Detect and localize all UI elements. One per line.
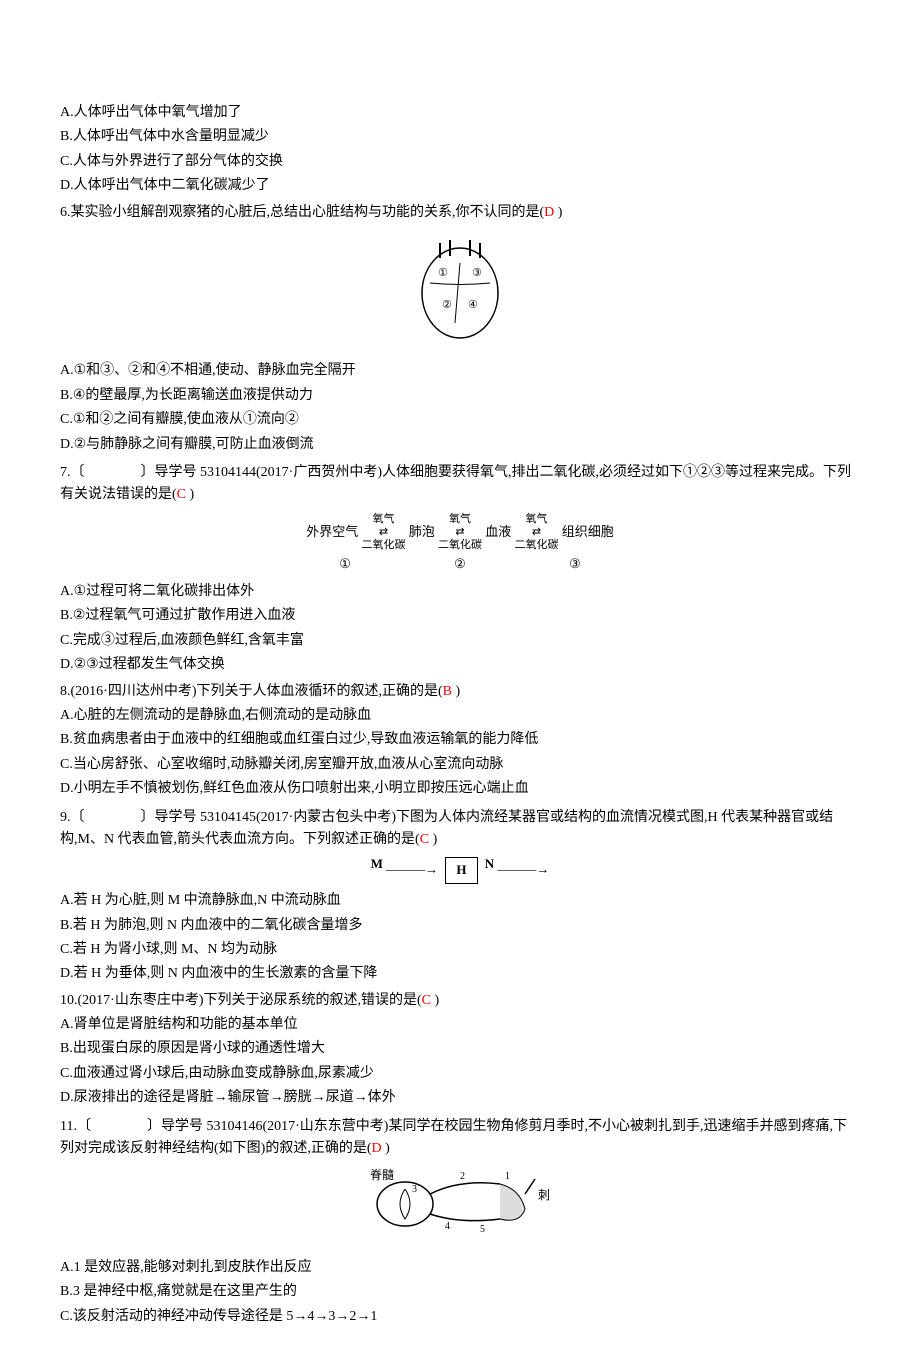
svg-text:③: ③ [472, 267, 482, 279]
bracket-icon: 〔 〕 [77, 1117, 161, 1133]
q7-option-b: B.②过程氧气可通过扩散作用进入血液 [60, 605, 860, 627]
heart-diagram: ① ③ ② ④ [60, 228, 860, 356]
q9-prefix: 9. [60, 810, 71, 825]
q11-answer: D [372, 1141, 382, 1156]
svg-text:①: ① [438, 267, 448, 279]
q10-end: ) [431, 993, 439, 1008]
q5-option-d: D.人体呼出气体中二氧化碳减少了 [60, 175, 860, 197]
svg-text:3: 3 [412, 1184, 417, 1195]
flow-arrow3: 氧气⇄二氧化碳 [515, 513, 559, 553]
svg-text:4: 4 [445, 1221, 450, 1232]
q7-prefix: 7. [60, 465, 71, 480]
q9-option-d: D.若 H 为垂体,则 N 内血液中的生长激素的含量下降 [60, 963, 860, 985]
flow-arrow1: 氧气⇄二氧化碳 [361, 513, 405, 553]
spinal-label: 脊髓 [370, 1168, 394, 1182]
q10-option-b: B.出现蛋白尿的原因是肾小球的通透性增大 [60, 1038, 860, 1060]
q8-text: 8.(2016·四川达州中考)下列关于人体血液循环的叙述,正确的是( [60, 684, 443, 699]
q5-option-a: A.人体呼出气体中氧气增加了 [60, 102, 860, 124]
q9-m: M [371, 856, 383, 871]
q7-end: ) [186, 487, 194, 502]
q11-option-a: A.1 是效应器,能够对刺扎到皮肤作出反应 [60, 1257, 860, 1279]
q9-n: N [485, 856, 494, 871]
flow-l1: ① [339, 554, 351, 575]
flow-arrow2: 氧气⇄二氧化碳 [438, 513, 482, 553]
q7-answer: C [177, 487, 186, 502]
q9-diagram: M ———→ H N ———→ [60, 857, 860, 884]
q9-end: ) [429, 832, 437, 847]
flow-n2: 肺泡 [409, 523, 435, 538]
arrow-icon: ———→ [386, 862, 438, 877]
arrow-icon: ———→ [497, 862, 549, 877]
q7-stem: 7.〔 〕导学号 53104144(2017·广西贺州中考)人体细胞要获得氧气,… [60, 460, 860, 507]
q9-option-c: C.若 H 为肾小球,则 M、N 均为动脉 [60, 939, 860, 961]
q9-answer: C [420, 832, 429, 847]
q8-end: ) [452, 684, 460, 699]
q8-stem: 8.(2016·四川达州中考)下列关于人体血液循环的叙述,正确的是(B ) [60, 681, 860, 703]
q5-option-c: C.人体与外界进行了部分气体的交换 [60, 151, 860, 173]
q6-answer: D [544, 205, 554, 220]
q10-option-c: C.血液通过肾小球后,由动脉血变成静脉血,尿素减少 [60, 1063, 860, 1085]
q11-option-b: B.3 是神经中枢,痛觉就是在这里产生的 [60, 1281, 860, 1303]
q11-end: ) [382, 1141, 390, 1156]
svg-text:5: 5 [480, 1224, 485, 1235]
q10-text: 10.(2017·山东枣庄中考)下列关于泌尿系统的叙述,错误的是( [60, 993, 422, 1008]
q11-prefix: 11. [60, 1119, 77, 1134]
q5-option-b: B.人体呼出气体中水含量明显减少 [60, 126, 860, 148]
q8-answer: B [443, 684, 452, 699]
svg-text:②: ② [442, 299, 452, 311]
q9-stem: 9.〔 〕导学号 53104145(2017·内蒙古包头中考)下图为人体内流经某… [60, 805, 860, 852]
flow-l3: ③ [569, 554, 581, 575]
q8-option-b: B.贫血病患者由于血液中的红细胞或血红蛋白过少,导致血液运输氧的能力降低 [60, 729, 860, 751]
svg-text:1: 1 [505, 1171, 510, 1182]
q6-option-c: C.①和②之间有瓣膜,使血液从①流向② [60, 409, 860, 431]
q6-option-a: A.①和③、②和④不相通,使动、静脉血完全隔开 [60, 360, 860, 382]
flow-n4: 组织细胞 [562, 523, 614, 538]
q6-option-d: D.②与肺静脉之间有瓣膜,可防止血液倒流 [60, 434, 860, 456]
q11-stem: 11.〔 〕导学号 53104146(2017·山东东营中考)某同学在校园生物角… [60, 1114, 860, 1161]
flow-n1: 外界空气 [306, 523, 358, 538]
q8-option-c: C.当心房舒张、心室收缩时,动脉瓣关闭,房室瓣开放,血液从心室流向动脉 [60, 754, 860, 776]
q10-option-a: A.肾单位是肾脏结构和功能的基本单位 [60, 1014, 860, 1036]
flow-labels: ① ② ③ [60, 554, 860, 575]
svg-text:④: ④ [468, 299, 478, 311]
q7-option-d: D.②③过程都发生气体交换 [60, 654, 860, 676]
svg-text:2: 2 [460, 1171, 465, 1182]
q7-flow-diagram: 外界空气 氧气⇄二氧化碳 肺泡 氧气⇄二氧化碳 血液 氧气⇄二氧化碳 组织细胞 … [60, 513, 860, 575]
flow-l2: ② [454, 554, 466, 575]
q6-stem: 6.某实验小组解剖观察猪的心脏后,总结出心脏结构与功能的关系,你不认同的是(D … [60, 202, 860, 224]
q10-stem: 10.(2017·山东枣庄中考)下列关于泌尿系统的叙述,错误的是(C ) [60, 990, 860, 1012]
q10-option-d: D.尿液排出的途径是肾脏→输尿管→膀胱→尿道→体外 [60, 1087, 860, 1109]
q10-answer: C [422, 993, 431, 1008]
q11-option-c: C.该反射活动的神经冲动传导途径是 5→4→3→2→1 [60, 1306, 860, 1328]
q9-guide: 导学号 53104145(2017·内蒙古包头中考)下图为人体内流经某器官或结构… [60, 810, 833, 847]
q6-option-b: B.④的壁最厚,为长距离输送血液提供动力 [60, 385, 860, 407]
spinal-diagram: 脊髓 3 2 1 4 5 刺 [60, 1164, 860, 1252]
flow-n3: 血液 [485, 523, 511, 538]
q7-option-a: A.①过程可将二氧化碳排出体外 [60, 581, 860, 603]
q8-option-a: A.心脏的左侧流动的是静脉血,右侧流动的是动脉血 [60, 705, 860, 727]
bracket-icon: 〔 〕 [71, 463, 155, 479]
q8-option-d: D.小明左手不慎被划伤,鲜红色血液从伤口喷射出来,小明立即按压远心端止血 [60, 778, 860, 800]
q6-end: ) [554, 205, 562, 220]
q9-option-b: B.若 H 为肺泡,则 N 内血液中的二氧化碳含量增多 [60, 915, 860, 937]
q11-guide: 导学号 53104146(2017·山东东营中考)某同学在校园生物角修剪月季时,… [60, 1119, 847, 1156]
q6-text: 6.某实验小组解剖观察猪的心脏后,总结出心脏结构与功能的关系,你不认同的是( [60, 205, 544, 220]
bracket-icon: 〔 〕 [71, 808, 155, 824]
q7-option-c: C.完成③过程后,血液颜色鲜红,含氧丰富 [60, 630, 860, 652]
q9-option-a: A.若 H 为心脏,则 M 中流静脉血,N 中流动脉血 [60, 890, 860, 912]
q9-h: H [445, 857, 477, 884]
stim-label: 刺 [538, 1188, 550, 1202]
